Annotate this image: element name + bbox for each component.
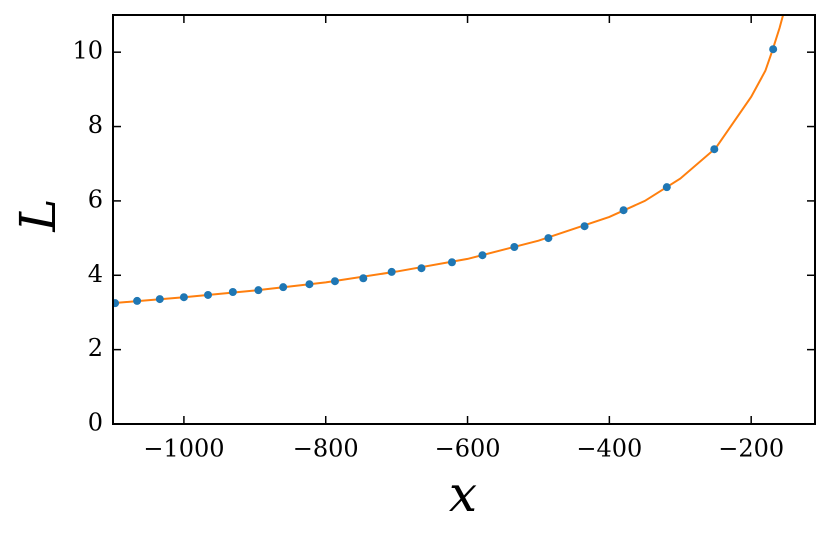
data-point [447,258,456,267]
data-point [769,45,778,54]
data-point [133,296,142,305]
y-tick-label: 8 [88,111,103,139]
data-point [710,145,719,154]
y-axis-label: L [9,198,67,232]
data-point [359,274,368,283]
data-point [228,288,237,297]
data-point [204,290,213,299]
x-tick-label: −800 [293,435,359,463]
data-point [155,295,164,304]
data-point [544,234,553,243]
y-tick-label: 2 [88,334,103,362]
plot-frame [112,14,816,425]
y-tick-label: 10 [72,37,103,65]
data-point [113,299,120,308]
data-point [305,280,314,289]
data-point [387,267,396,276]
data-point [279,283,288,292]
data-point [510,243,519,252]
y-tick-label: 4 [88,260,103,288]
data-point [580,222,589,231]
data-point [330,277,339,286]
data-point [417,264,426,273]
x-tick-label: −400 [576,435,642,463]
x-axis-label: x [449,465,477,523]
data-point [662,183,671,192]
y-tick-label: 6 [88,185,103,213]
data-point [179,293,188,302]
plot-area [113,15,785,308]
fit-line [113,15,785,305]
data-point [254,286,263,295]
data-point [619,206,628,215]
y-tick-label: 0 [88,409,103,437]
x-tick-label: −200 [718,435,784,463]
data-point [478,251,487,260]
x-tick-label: −1000 [143,435,224,463]
x-tick-label: −600 [435,435,501,463]
